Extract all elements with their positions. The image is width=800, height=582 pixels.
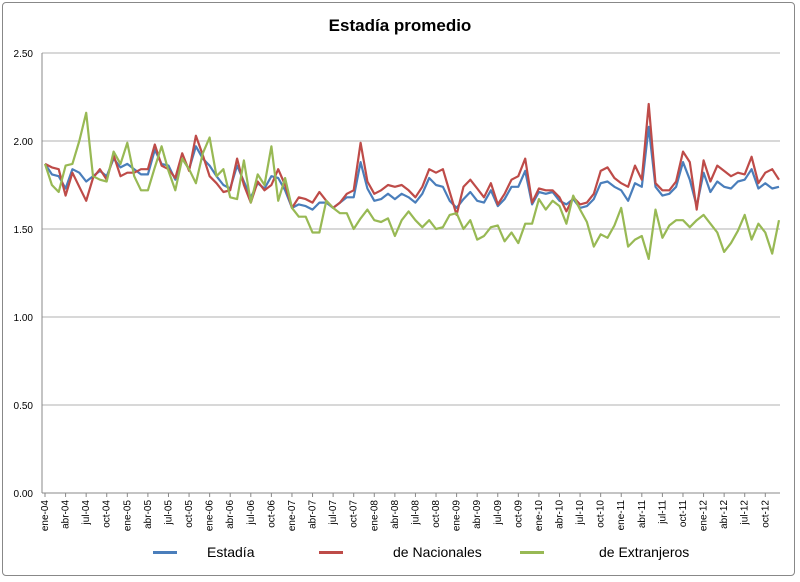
x-tick-label: abr-08: [390, 500, 401, 529]
y-tick-label: 0.00: [14, 489, 34, 500]
x-tick-label: oct-07: [349, 500, 360, 528]
chart-title: Estadía promedio: [328, 16, 472, 35]
x-tick-label: ene-06: [205, 500, 216, 532]
y-tick-label: 1.50: [14, 225, 34, 236]
y-tick-label: 0.50: [14, 401, 34, 412]
series-line-de-nacionales: [44, 102, 780, 216]
series-line-de-extranjeros: [43, 111, 781, 260]
x-tick-label: ene-05: [122, 500, 133, 532]
x-tick-label: ene-12: [699, 500, 710, 532]
x-tick-label: jul-07: [328, 500, 339, 526]
y-tick-label: 1.00: [14, 313, 34, 324]
x-tick-label: oct-06: [266, 500, 277, 528]
x-tick-label: abr-10: [555, 500, 566, 529]
x-tick-label: ene-04: [40, 500, 51, 532]
x-tick-label: abr-09: [472, 500, 483, 529]
x-tick-label: oct-12: [760, 500, 771, 528]
legend-label: Estadía: [207, 544, 255, 560]
x-tick-label: jul-08: [410, 500, 421, 526]
legend-swatch: [153, 550, 177, 554]
x-tick-label: ene-11: [616, 500, 627, 531]
legend-label: de Extranjeros: [599, 544, 690, 560]
legend-swatch: [319, 550, 343, 554]
x-tick-label: oct-04: [102, 500, 113, 528]
x-tick-label: oct-08: [431, 500, 442, 528]
x-tick-label: oct-11: [678, 500, 689, 527]
x-tick-label: ene-10: [534, 500, 545, 532]
x-tick-label: oct-10: [596, 500, 607, 528]
x-tick-label: abr-11: [637, 500, 648, 529]
chart-frame: [2, 2, 795, 576]
x-tick-label: ene-07: [287, 500, 298, 532]
x-tick-label: jul-05: [163, 500, 174, 526]
x-tick-label: oct-09: [513, 500, 524, 528]
x-tick-label: ene-08: [369, 500, 380, 532]
legend: Estadía de Nacionales de Extranjeros: [0, 544, 800, 564]
x-tick-label: ene-09: [452, 500, 463, 532]
x-tick-label: jul-12: [740, 500, 751, 526]
x-tick-label: abr-05: [143, 500, 154, 529]
x-tick-label: jul-09: [493, 500, 504, 526]
x-tick-label: abr-04: [61, 500, 72, 529]
x-tick-label: abr-12: [719, 500, 730, 529]
x-tick-label: abr-06: [225, 500, 236, 529]
x-tick-label: jul-06: [246, 500, 257, 526]
x-tick-label: abr-07: [308, 500, 319, 529]
legend-item-extranjeros: de Extranjeros: [520, 544, 689, 560]
y-tick-label: 2.50: [14, 49, 34, 60]
x-tick-label: jul-10: [575, 500, 586, 526]
x-tick-label: oct-05: [184, 500, 195, 528]
x-tick-label: jul-11: [657, 500, 668, 525]
legend-item-nacionales: de Nacionales: [319, 544, 482, 560]
legend-swatch: [520, 550, 544, 554]
legend-label: de Nacionales: [393, 544, 482, 560]
x-tick-label: jul-04: [81, 500, 92, 526]
legend-item-estadia: Estadía: [153, 544, 254, 560]
y-tick-label: 2.00: [14, 137, 34, 148]
